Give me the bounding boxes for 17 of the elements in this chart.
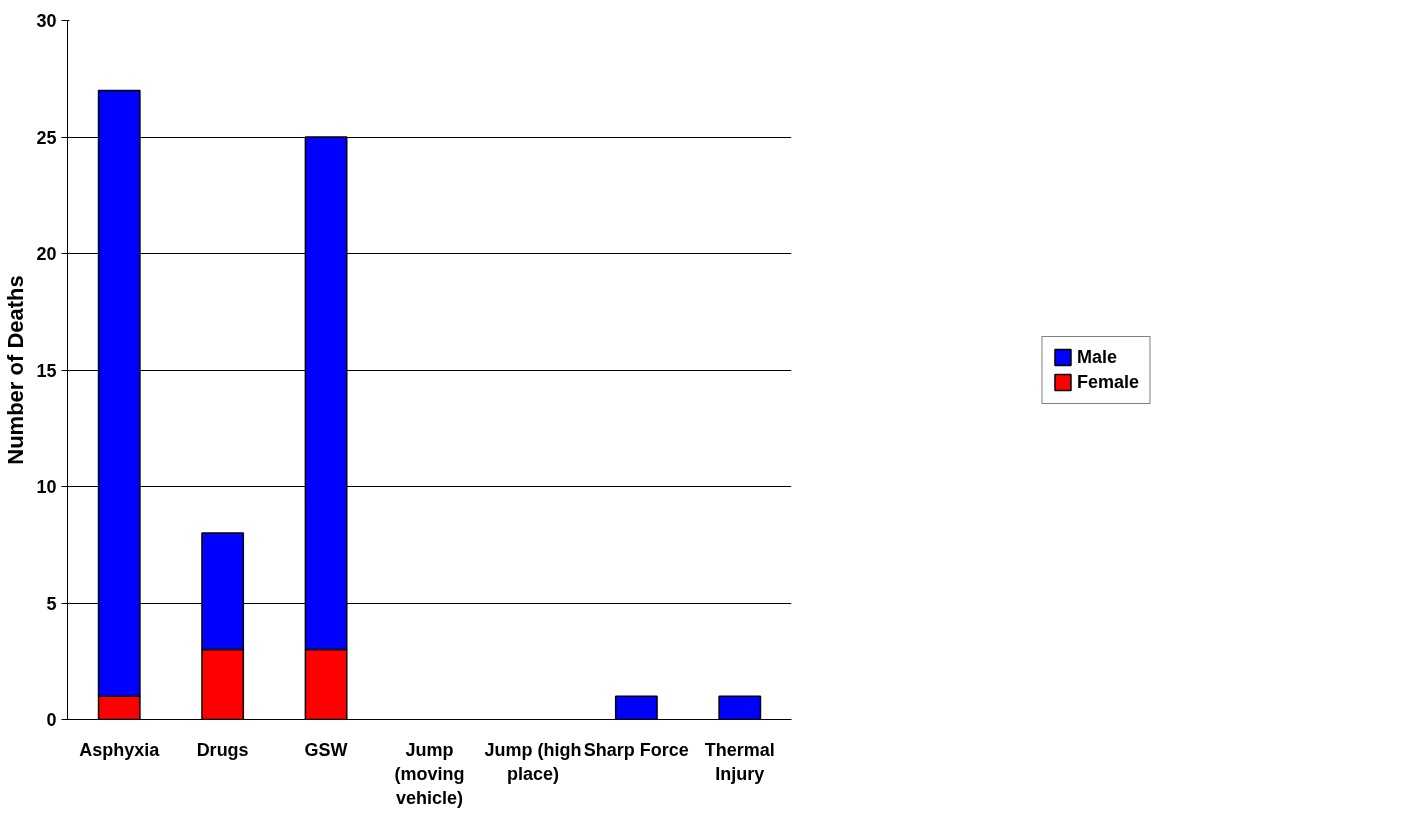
legend-label: Male <box>1076 346 1118 368</box>
y-axis-title: Number of Deaths <box>3 275 29 465</box>
x-tick-label: Jump (high place) <box>484 739 582 784</box>
x-tick-label: Jump (moving vehicle) <box>394 739 465 808</box>
legend-label: Female <box>1076 371 1140 393</box>
x-tick-label: GSW <box>304 739 348 760</box>
x-tick-label: Sharp Force <box>583 739 689 760</box>
x-tick-label: Thermal Injury <box>704 739 775 784</box>
x-tick-label: Drugs <box>196 739 249 760</box>
y-tick-label: 25 <box>36 127 57 148</box>
y-tick-label: 10 <box>36 477 57 497</box>
y-tick-label: 15 <box>36 360 57 381</box>
y-tick-label: 20 <box>36 244 57 264</box>
y-tick-label: 30 <box>36 11 57 31</box>
y-tick-label: 0 <box>46 710 57 730</box>
y-tick-label: 5 <box>46 593 57 614</box>
x-tick-label: Asphyxia <box>79 739 161 760</box>
